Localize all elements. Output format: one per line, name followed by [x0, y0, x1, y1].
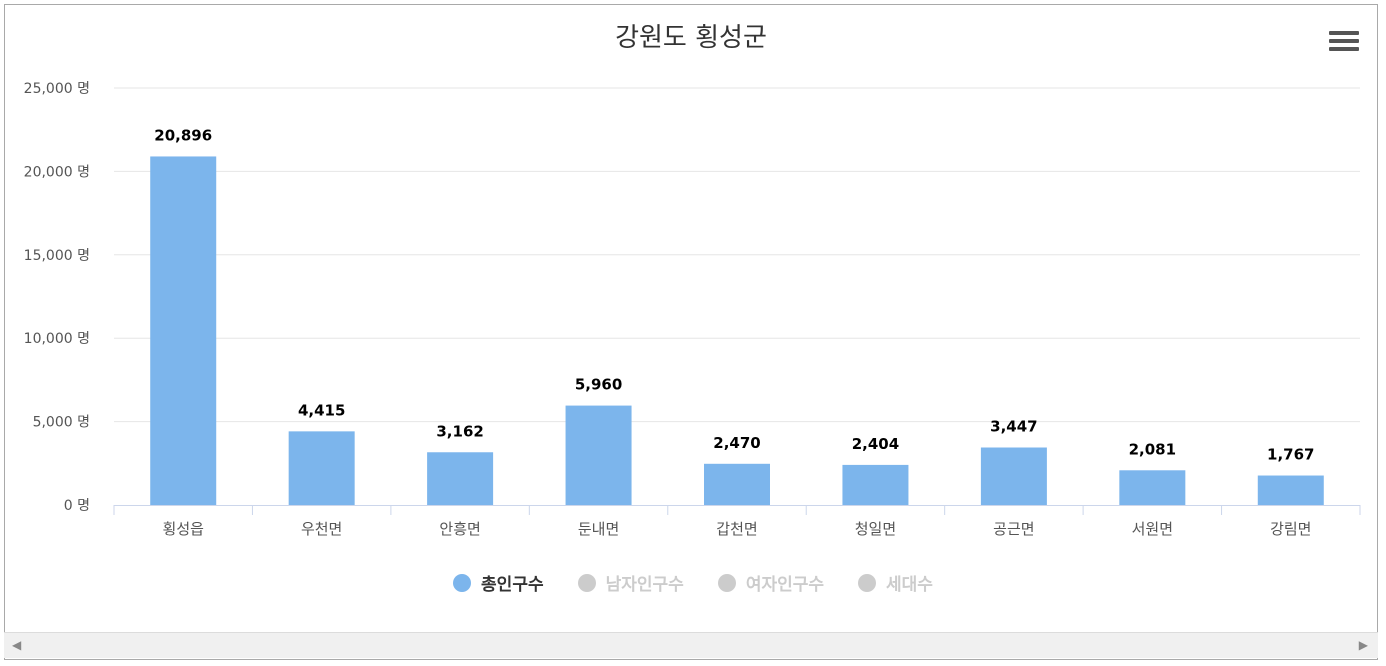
y-tick-label: 15,000 명 — [24, 248, 90, 264]
data-label: 3,447 — [990, 418, 1037, 436]
legend-dot-icon — [858, 573, 877, 592]
arrow-left-icon[interactable]: ◀ — [12, 638, 22, 652]
y-tick-label: 20,000 명 — [24, 164, 90, 180]
chart-container: 강원도 횡성군 — [4, 4, 1378, 660]
bar-8[interactable] — [1119, 470, 1186, 505]
data-label: 20,896 — [154, 126, 212, 144]
legend-label: 세대수 — [886, 575, 933, 595]
x-tick-label: 청일면 — [855, 520, 896, 538]
bar-1[interactable] — [150, 156, 217, 506]
legend-label: 총인구수 — [481, 575, 544, 595]
data-label: 3,162 — [436, 422, 483, 440]
bar-9[interactable] — [1257, 475, 1324, 505]
legend-item[interactable]: 남자인구수 — [577, 570, 684, 595]
hamburger-menu-icon[interactable] — [1329, 31, 1359, 57]
bar-3[interactable] — [427, 452, 494, 505]
y-tick-label: 25,000 명 — [24, 81, 90, 97]
data-label: 2,081 — [1129, 440, 1176, 458]
legend-dot-icon — [717, 573, 736, 592]
x-tick-label: 갑천면 — [716, 520, 757, 538]
legend-item[interactable]: 세대수 — [858, 570, 933, 595]
x-tick-label: 횡성읍 — [163, 520, 204, 538]
data-label: 2,404 — [852, 435, 899, 453]
bar-2[interactable] — [288, 431, 355, 505]
x-tick-label: 우천면 — [301, 520, 342, 538]
x-tick-label: 서원면 — [1132, 520, 1173, 538]
data-label: 2,470 — [713, 434, 760, 452]
y-tick-label: 0 명 — [64, 498, 90, 514]
legend-item[interactable]: 총인구수 — [453, 570, 544, 595]
bar-4[interactable] — [565, 405, 632, 505]
x-tick-label: 공근면 — [993, 520, 1034, 538]
x-tick-label: 안흥면 — [439, 520, 480, 538]
bar-5[interactable] — [704, 463, 770, 505]
x-tick-label: 강림면 — [1270, 520, 1311, 538]
legend-label: 남자인구수 — [605, 575, 684, 595]
y-tick-label: 5,000 명 — [33, 415, 90, 431]
arrow-right-icon[interactable]: ▶ — [1358, 638, 1368, 652]
horizontal-scrollbar[interactable]: ◀ ▶ — [4, 632, 1378, 658]
y-tick-label: 10,000 명 — [24, 331, 90, 347]
data-label: 4,415 — [298, 401, 345, 419]
chart-title: 강원도 횡성군 — [615, 23, 767, 53]
legend-label: 여자인구수 — [745, 575, 825, 595]
bar-6[interactable] — [842, 464, 909, 505]
x-tick-label: 둔내면 — [578, 520, 619, 538]
legend-dot-icon — [577, 573, 596, 592]
chart-legend: 총인구수 남자인구수 여자인구수 세대수 — [0, 570, 1386, 595]
data-label: 5,960 — [575, 376, 622, 394]
legend-dot-icon — [453, 573, 472, 592]
bar-7[interactable] — [980, 447, 1047, 505]
legend-item[interactable]: 여자인구수 — [717, 570, 825, 595]
data-label: 1,767 — [1267, 446, 1314, 464]
